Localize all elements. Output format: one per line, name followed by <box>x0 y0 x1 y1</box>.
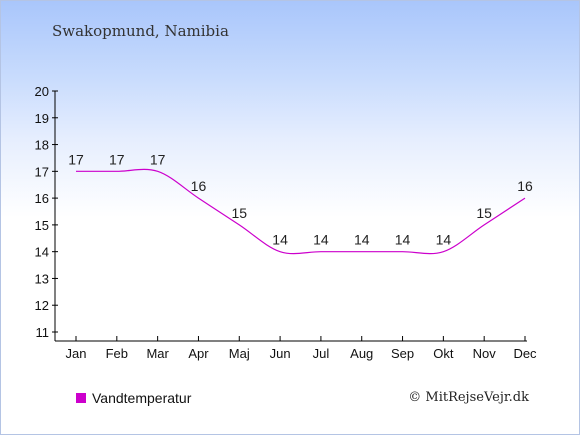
data-point <box>197 197 199 199</box>
x-tick-label: Sep <box>391 346 414 361</box>
legend: Vandtemperatur <box>76 390 191 406</box>
y-tick-label: 17 <box>35 164 49 179</box>
data-point <box>75 170 77 172</box>
data-label: 16 <box>517 178 533 194</box>
series-line-vandtemperatur <box>76 168 526 255</box>
data-label: 14 <box>272 232 288 248</box>
data-point <box>361 250 363 252</box>
legend-swatch <box>76 393 86 403</box>
x-tick-label: Feb <box>106 346 128 361</box>
legend-label: Vandtemperatur <box>92 390 192 406</box>
data-point <box>238 224 240 226</box>
x-tick-label: Maj <box>229 346 250 361</box>
chart-title: Swakopmund, Namibia <box>52 22 229 40</box>
data-point <box>442 250 444 252</box>
x-tick-label: Aug <box>350 346 373 361</box>
data-label: 16 <box>191 178 207 194</box>
data-label: 14 <box>436 232 452 248</box>
x-tick-label: Apr <box>188 346 209 361</box>
y-tick-label: 16 <box>35 191 49 206</box>
data-label: 14 <box>395 232 411 248</box>
data-label: 14 <box>313 232 329 248</box>
data-point <box>156 170 158 172</box>
data-label: 17 <box>68 151 84 167</box>
x-tick-label: Dec <box>513 346 537 361</box>
data-label: 14 <box>354 232 370 248</box>
data-point <box>524 197 526 199</box>
x-tick-label: Okt <box>433 346 454 361</box>
data-point <box>320 250 322 252</box>
data-label: 17 <box>150 151 166 167</box>
x-tick-label: Jan <box>66 346 87 361</box>
y-tick-label: 20 <box>35 84 49 99</box>
data-point <box>279 250 281 252</box>
x-tick-label: Mar <box>146 346 169 361</box>
y-tick-label: 15 <box>35 218 49 233</box>
data-label: 15 <box>231 205 247 221</box>
y-tick-label: 19 <box>35 111 49 126</box>
x-tick-label: Jul <box>313 346 330 361</box>
data-label: 17 <box>109 151 125 167</box>
copyright-text: © MitRejseVejr.dk <box>408 390 529 405</box>
y-tick-label: 13 <box>35 271 49 286</box>
x-tick-label: Nov <box>473 346 497 361</box>
y-tick-label: 11 <box>36 325 50 340</box>
data-point <box>116 170 118 172</box>
data-label: 15 <box>476 205 492 221</box>
data-point <box>483 224 485 226</box>
y-tick-label: 14 <box>35 245 49 260</box>
y-tick-label: 12 <box>35 298 49 313</box>
data-point <box>401 250 403 252</box>
x-tick-label: Jun <box>270 346 291 361</box>
y-tick-label: 18 <box>35 138 49 153</box>
